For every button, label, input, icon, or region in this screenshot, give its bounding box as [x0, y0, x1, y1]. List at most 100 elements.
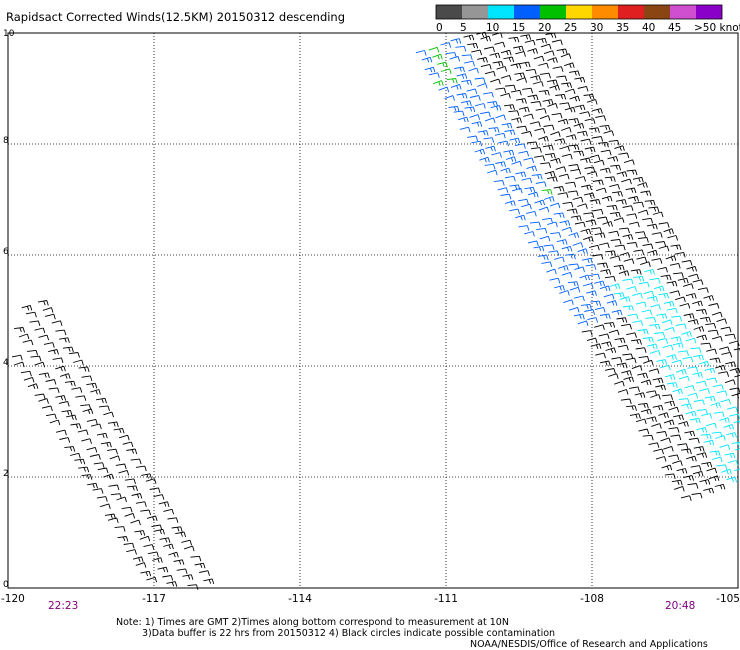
wind-barb — [595, 352, 606, 359]
wind-barb — [460, 100, 472, 106]
wind-barb — [537, 254, 549, 261]
wind-barb — [115, 463, 127, 470]
wind-barb — [574, 295, 585, 302]
wind-barb — [672, 460, 683, 466]
wind-barb — [510, 63, 522, 69]
legend-label: 15 — [512, 22, 525, 34]
wind-barb — [579, 274, 590, 281]
wind-barb — [671, 315, 683, 322]
wind-barb — [725, 361, 737, 367]
wind-barb — [557, 118, 569, 125]
wind-barb — [527, 48, 538, 54]
wind-barb — [651, 258, 663, 264]
wind-barb — [38, 334, 50, 341]
wind-barb — [77, 429, 89, 436]
wind-barb — [577, 248, 588, 254]
y-tick-label: 8 — [3, 136, 9, 146]
wind-barb — [107, 517, 119, 524]
wind-barb — [640, 379, 652, 386]
wind-barb — [41, 405, 53, 412]
wind-barb — [724, 333, 736, 340]
wind-barb — [598, 242, 610, 249]
wind-barb — [614, 145, 625, 151]
wind-barb — [511, 117, 522, 123]
wind-barb — [696, 309, 708, 315]
wind-barb — [548, 250, 560, 256]
wind-barb — [55, 429, 67, 436]
wind-barb — [652, 404, 664, 411]
wind-barb — [656, 313, 668, 320]
wind-barb — [498, 140, 509, 147]
wind-barb — [652, 377, 664, 384]
wind-barb — [605, 368, 616, 374]
wind-barb — [98, 405, 110, 412]
wind-barb — [176, 568, 188, 575]
wind-barb — [605, 250, 617, 256]
wind-barb — [637, 237, 649, 243]
wind-barb — [661, 464, 673, 471]
wind-barb — [415, 50, 427, 56]
wind-barb — [526, 165, 538, 172]
wind-barb — [699, 479, 711, 485]
wind-barb — [130, 458, 142, 465]
wind-barb — [543, 50, 555, 56]
wind-barb — [600, 269, 612, 275]
wind-barb — [632, 176, 644, 183]
wind-barb — [628, 221, 640, 228]
wind-barb — [527, 240, 539, 247]
wind-barb — [491, 32, 503, 38]
wind-barb — [599, 167, 611, 174]
wind-barb — [641, 309, 653, 316]
note-line-1: Note: 1) Times are GMT 2)Times along bot… — [116, 617, 509, 628]
wind-barb — [558, 173, 570, 180]
wind-barb — [510, 89, 522, 96]
wind-barb — [566, 208, 578, 215]
wind-barb — [644, 199, 656, 206]
wind-barb — [646, 343, 658, 350]
wind-barb — [485, 145, 496, 152]
wind-barb — [734, 374, 740, 378]
wind-barb — [590, 343, 602, 349]
wind-barb — [719, 346, 730, 353]
wind-barb — [625, 187, 637, 194]
wind-barb — [704, 367, 716, 374]
wind-barb — [494, 41, 506, 48]
wind-barb — [668, 427, 680, 433]
wind-barb — [561, 153, 573, 160]
wind-barb — [108, 484, 120, 491]
wind-barb — [604, 275, 616, 282]
wind-barb — [648, 368, 660, 374]
wind-barb — [43, 342, 55, 348]
wind-barb — [650, 394, 661, 400]
wind-barb — [658, 222, 670, 228]
wind-barb — [550, 232, 562, 238]
wind-barb — [626, 286, 638, 292]
wind-barb — [448, 105, 460, 112]
legend-label: 5 — [460, 22, 467, 34]
wind-barb — [523, 113, 534, 120]
wind-barb — [577, 320, 589, 327]
wind-barb — [163, 543, 174, 550]
wind-barb — [560, 126, 572, 133]
wind-barb — [543, 124, 555, 131]
wind-barb — [100, 441, 112, 448]
wind-barb — [532, 81, 544, 87]
wind-barb — [586, 171, 598, 177]
wind-barb — [581, 257, 593, 264]
wind-barb — [642, 243, 654, 250]
plot-frame — [7, 32, 739, 589]
legend-label: 10 — [486, 22, 499, 34]
wind-barb — [626, 213, 638, 219]
wind-barb — [586, 99, 598, 105]
wind-barb — [692, 372, 703, 378]
wind-barb — [592, 208, 604, 215]
wind-barb — [606, 300, 618, 306]
wind-barb — [66, 414, 77, 421]
wind-barb — [553, 212, 565, 219]
wind-barb — [711, 456, 723, 463]
wind-barb — [623, 258, 635, 264]
wind-barb — [622, 305, 634, 311]
wind-barb — [515, 171, 527, 178]
x-tick-label: -111 — [434, 593, 458, 605]
wind-barb — [541, 189, 553, 195]
